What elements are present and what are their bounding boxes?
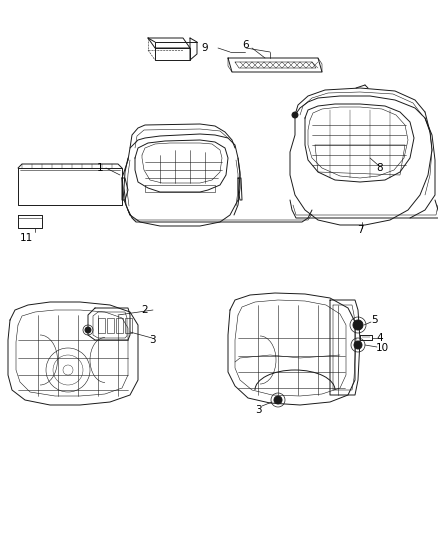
Text: 2: 2 bbox=[141, 305, 148, 315]
Text: 1: 1 bbox=[97, 163, 103, 173]
Circle shape bbox=[292, 112, 298, 118]
Text: 8: 8 bbox=[377, 163, 383, 173]
Text: 6: 6 bbox=[243, 40, 249, 50]
Circle shape bbox=[85, 327, 91, 333]
Text: 3: 3 bbox=[254, 405, 261, 415]
Text: 11: 11 bbox=[19, 233, 32, 243]
Text: 10: 10 bbox=[375, 343, 389, 353]
Text: 7: 7 bbox=[357, 225, 363, 235]
Circle shape bbox=[274, 396, 282, 404]
Text: 4: 4 bbox=[377, 333, 383, 343]
Text: 5: 5 bbox=[372, 315, 378, 325]
Text: 9: 9 bbox=[201, 43, 208, 53]
Text: 3: 3 bbox=[148, 335, 155, 345]
Circle shape bbox=[353, 320, 363, 330]
Circle shape bbox=[354, 341, 362, 349]
